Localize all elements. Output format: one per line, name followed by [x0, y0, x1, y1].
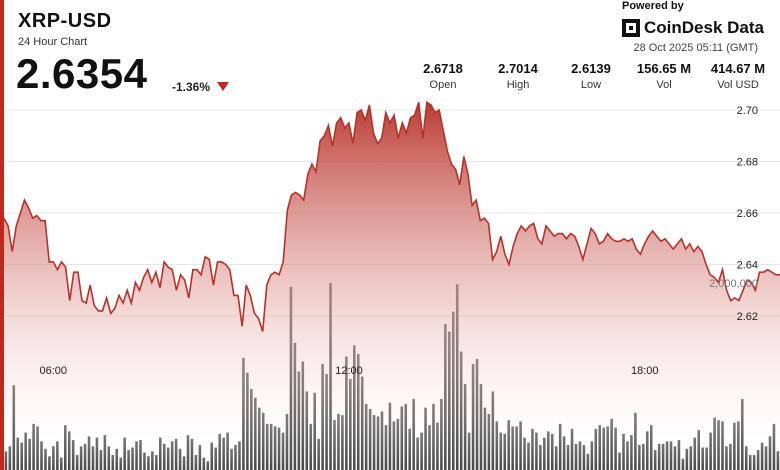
stat-vol-usd-value: 414.67 M	[710, 61, 766, 76]
stat-low-label: Low	[580, 79, 602, 91]
price-area-fill	[4, 102, 780, 470]
coindesk-logo-icon	[622, 19, 640, 37]
x-tick-label: 18:00	[631, 365, 659, 377]
stat-high-label: High	[506, 79, 530, 91]
stat-vol-label: Vol	[656, 79, 672, 91]
stat-low: 2.6139 Low	[564, 61, 618, 91]
current-price: 2.6354	[16, 50, 148, 97]
chart-subtitle: 24 Hour Chart	[18, 36, 88, 48]
stat-vol-value: 156.65 M	[636, 61, 692, 76]
stat-vol: 156.65 M Vol	[628, 61, 700, 91]
y-tick-label: 2.62	[737, 311, 758, 323]
stat-high: 2.7014 High	[492, 61, 544, 91]
volume-reference-label: 2,000,000	[709, 278, 758, 290]
stat-open-label: Open	[429, 79, 457, 91]
y-tick-label: 2.68	[737, 157, 758, 169]
stat-vol-usd-label: Vol USD	[717, 79, 759, 91]
y-tick-label: 2.66	[737, 208, 758, 220]
left-accent-bar	[0, 0, 4, 470]
powered-by-label: Powered by	[622, 0, 684, 12]
stat-low-value: 2.6139	[571, 61, 611, 76]
price-change-percent: -1.36%	[172, 80, 211, 94]
y-axis-ticks: 2.62 2.64 2.66 2.68 2.70	[737, 105, 758, 323]
stat-open: 2.6718 Open	[418, 61, 468, 91]
x-tick-label: 12:00	[335, 365, 363, 377]
stat-high-value: 2.7014	[498, 61, 538, 76]
timestamp: 28 Oct 2025 05:11 (GMT)	[633, 42, 758, 54]
stat-vol-usd: 414.67 M Vol USD	[702, 61, 774, 91]
price-line	[3, 100, 780, 332]
x-tick-label: 06:00	[40, 365, 68, 377]
stat-open-value: 2.6718	[423, 61, 463, 76]
down-arrow-icon	[217, 82, 229, 91]
chart-title: XRP-USD	[18, 10, 112, 32]
brand-name: CoinDesk Data	[644, 18, 764, 37]
y-tick-label: 2.70	[737, 105, 758, 117]
y-tick-label: 2.64	[737, 260, 758, 272]
